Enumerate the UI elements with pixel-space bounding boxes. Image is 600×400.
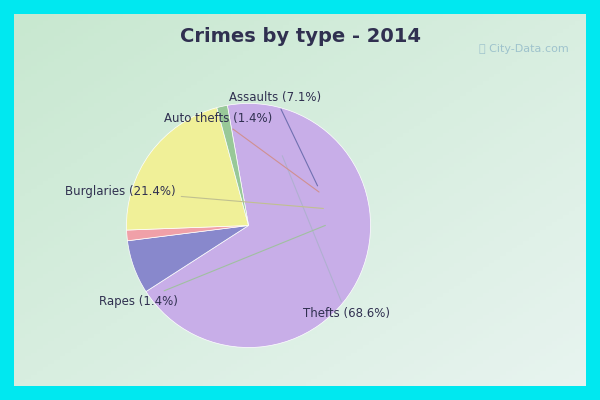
Text: Thefts (68.6%): Thefts (68.6%) [282,156,389,320]
Wedge shape [127,108,248,230]
Wedge shape [146,104,371,348]
Text: ⓘ City-Data.com: ⓘ City-Data.com [479,44,569,54]
Wedge shape [217,105,248,226]
Text: Assaults (7.1%): Assaults (7.1%) [229,91,322,186]
Wedge shape [127,226,248,292]
Text: Auto thefts (1.4%): Auto thefts (1.4%) [164,112,319,192]
Text: Rapes (1.4%): Rapes (1.4%) [99,226,325,308]
Wedge shape [127,226,248,241]
Text: Burglaries (21.4%): Burglaries (21.4%) [65,185,323,208]
Text: Crimes by type - 2014: Crimes by type - 2014 [179,26,421,46]
